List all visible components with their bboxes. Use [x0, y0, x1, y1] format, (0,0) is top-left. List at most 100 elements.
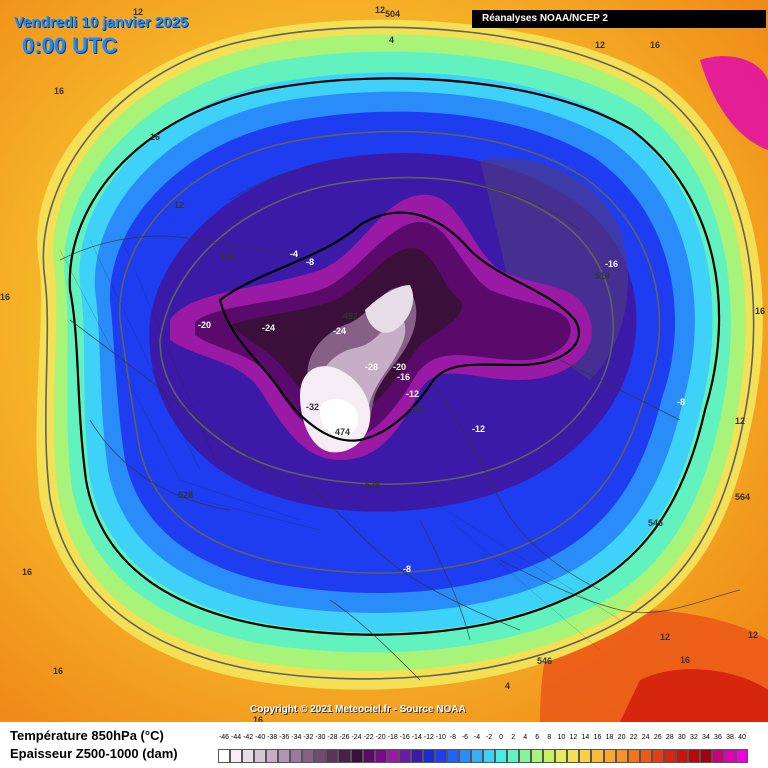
scale-label: 14	[581, 734, 590, 741]
legend-title-thickness: Epaisseur Z500-1000 (dam)	[10, 746, 178, 761]
scale-step: -40	[254, 733, 267, 765]
map-label-39: 528	[365, 480, 380, 490]
scale-swatch	[675, 749, 688, 763]
scale-step: -2	[483, 733, 496, 765]
scale-swatch	[398, 749, 411, 763]
map-label-35: 492	[343, 311, 358, 321]
scale-label: -10	[435, 734, 446, 741]
map-label-2: 12	[375, 5, 385, 15]
scale-step: 14	[579, 733, 592, 765]
scale-swatch	[302, 749, 315, 763]
scale-swatch	[531, 749, 544, 763]
map-label-17: -12	[472, 424, 485, 434]
scale-label: 34	[702, 734, 710, 741]
map-label-27: 16	[53, 666, 63, 676]
scale-label: -46	[218, 734, 230, 741]
scale-step: 2	[507, 733, 520, 765]
scale-label: 30	[677, 734, 686, 741]
scale-swatch	[290, 749, 303, 763]
scale-label: 16	[593, 734, 602, 741]
scale-swatch	[350, 749, 363, 763]
scale-swatch	[422, 749, 435, 763]
color-scale: -46 -44 -42 -40 -38 -36 -34 -32 -30 -28 -26 -24 -22-…	[218, 733, 749, 765]
scale-step: -30	[314, 733, 327, 765]
scale-swatch	[627, 749, 640, 763]
map-label-21: 12	[174, 200, 184, 210]
scale-label: 40	[738, 734, 746, 741]
scale-step: -18	[386, 733, 399, 765]
scale-swatch	[278, 749, 291, 763]
scale-step: 16	[591, 733, 604, 765]
scale-step: -16	[398, 733, 411, 765]
scale-step: -46	[218, 733, 231, 765]
map-label-5: 16	[150, 132, 160, 142]
scale-swatch	[254, 749, 267, 763]
scale-swatch	[651, 749, 664, 763]
scale-step: 30	[675, 733, 688, 765]
scale-swatch	[458, 749, 471, 763]
scale-label: 4	[523, 734, 528, 741]
scale-label: -12	[423, 734, 434, 741]
scale-swatch	[446, 749, 459, 763]
scale-swatch	[639, 749, 652, 763]
scale-step: 22	[627, 733, 640, 765]
map-label-37: 510	[410, 404, 425, 414]
scale-label: -38	[267, 734, 278, 741]
map-label-6: 12	[595, 40, 605, 50]
scale-step: 36	[711, 733, 724, 765]
scale-label: 12	[569, 734, 578, 741]
scale-swatch	[567, 749, 580, 763]
scale-label: -32	[303, 734, 314, 741]
scale-swatch	[242, 749, 255, 763]
scale-step: -4	[470, 733, 484, 765]
scale-step: -32	[302, 733, 315, 765]
scale-step: 10	[555, 733, 568, 765]
map-label-1: 12	[133, 7, 143, 17]
map-label-34: 546	[220, 252, 235, 262]
map-label-20: -8	[403, 564, 411, 574]
scale-step: 8	[543, 733, 556, 765]
scale-step: 40	[736, 733, 749, 765]
scale-step: -6	[458, 733, 471, 765]
map-label-22: 12	[735, 416, 745, 426]
scale-label: -16	[399, 734, 410, 741]
scale-step: 18	[603, 733, 616, 765]
map-label-41: 564	[735, 492, 750, 502]
scale-swatch	[507, 749, 520, 763]
scale-label: -28	[327, 734, 338, 741]
map-date: Vendredi 10 janvier 2025	[14, 14, 189, 31]
scale-label: 6	[535, 734, 540, 741]
scale-step: -22	[362, 733, 375, 765]
scale-swatch	[326, 749, 339, 763]
map-label-16: -12	[406, 389, 419, 399]
scale-swatch	[579, 749, 592, 763]
map-label-31: -32	[306, 402, 319, 412]
map-label-13: -28	[365, 362, 378, 372]
data-source-banner: Réanalyses NOAA/NCEP 2	[472, 10, 766, 28]
scale-step: 6	[531, 733, 544, 765]
scale-swatch	[699, 749, 712, 763]
scale-label: 2	[511, 734, 516, 741]
map-label-25: 16	[680, 655, 690, 665]
scale-swatch	[663, 749, 676, 763]
scale-label: -4	[473, 734, 481, 741]
scale-swatch	[374, 749, 387, 763]
scale-step: -38	[266, 733, 279, 765]
scale-step: -36	[278, 733, 291, 765]
scale-step: 26	[651, 733, 664, 765]
scale-swatch	[230, 749, 243, 763]
map-label-36: 510	[595, 271, 610, 281]
scale-step: 38	[723, 733, 737, 765]
scale-swatch	[736, 749, 749, 763]
legend-title-temperature: Température 850hPa (°C)	[10, 728, 164, 743]
scale-label: -2	[485, 734, 493, 741]
scale-label: -22	[363, 734, 374, 741]
map-label-4: 16	[54, 86, 64, 96]
map-label-42: 546	[537, 656, 552, 666]
map-label-26: 12	[748, 630, 758, 640]
scale-swatch	[218, 749, 231, 763]
scale-swatch	[314, 749, 327, 763]
scale-swatch	[543, 749, 556, 763]
scale-step: 32	[687, 733, 700, 765]
